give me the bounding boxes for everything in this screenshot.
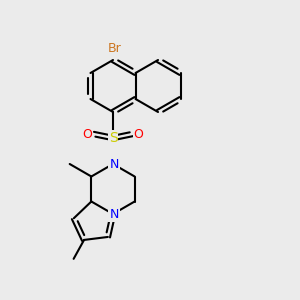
Text: O: O xyxy=(82,128,92,140)
Text: S: S xyxy=(109,131,117,145)
Text: Br: Br xyxy=(108,43,122,56)
Text: O: O xyxy=(134,128,143,140)
Text: N: N xyxy=(109,158,119,170)
Text: O: O xyxy=(82,128,92,140)
Text: O: O xyxy=(134,128,143,140)
Text: N: N xyxy=(109,208,119,220)
Text: S: S xyxy=(109,131,117,145)
Text: Br: Br xyxy=(108,43,122,56)
